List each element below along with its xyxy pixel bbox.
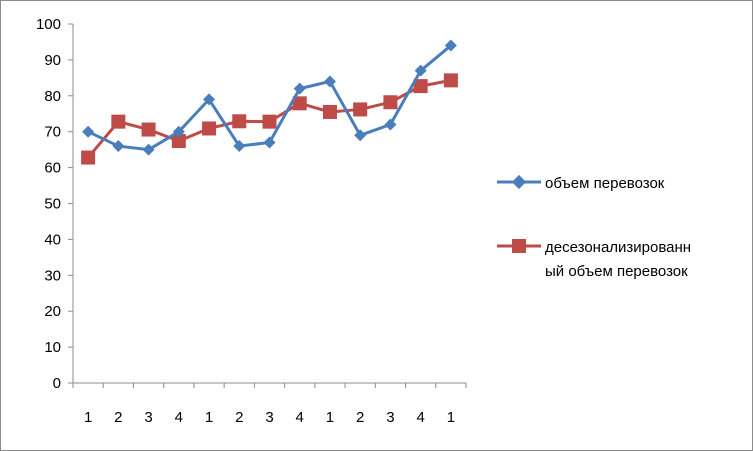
data-point <box>353 102 368 117</box>
data-point <box>172 125 185 138</box>
data-point <box>202 121 217 136</box>
data-point <box>81 150 96 165</box>
x-tick-label: 4 <box>175 409 183 426</box>
x-tick-label: 2 <box>235 409 243 426</box>
y-tick-label: 60 <box>44 160 61 177</box>
data-point <box>383 95 398 110</box>
x-tick-label: 1 <box>84 409 92 426</box>
data-point <box>323 75 336 88</box>
x-tick-label: 1 <box>326 409 334 426</box>
data-point <box>443 73 458 88</box>
legend-label-deseasonalized-line-2: ый объем перевозок <box>545 263 688 280</box>
data-point <box>292 96 307 111</box>
data-point <box>262 114 277 129</box>
data-point <box>233 140 246 153</box>
y-tick-label: 0 <box>53 375 61 392</box>
data-point <box>444 39 457 52</box>
axes <box>72 24 466 384</box>
x-tick-label: 3 <box>386 409 394 426</box>
y-tick-label: 70 <box>44 124 61 141</box>
y-tick-label: 30 <box>44 267 61 284</box>
series-layer <box>81 39 458 165</box>
x-tick-label: 1 <box>447 409 455 426</box>
x-axis-ticks: 1 2 3 4 1 2 3 4 1 2 3 4 1 <box>72 383 467 426</box>
data-point <box>384 118 397 131</box>
data-point <box>263 136 276 149</box>
legend-label-volume: объем перевозок <box>545 175 665 192</box>
series-deseasonalized <box>81 73 458 165</box>
x-tick-label: 2 <box>356 409 364 426</box>
data-point <box>354 129 367 142</box>
data-point <box>112 140 125 153</box>
data-point <box>232 114 247 129</box>
data-point <box>203 93 216 106</box>
x-tick-label: 4 <box>296 409 304 426</box>
data-point <box>413 79 428 94</box>
data-point <box>82 125 95 138</box>
data-point <box>142 143 155 156</box>
y-tick-label: 90 <box>44 52 61 69</box>
y-tick-label: 100 <box>36 16 61 33</box>
data-point <box>141 122 156 137</box>
legend: объем перевозок десезонализированн ый об… <box>497 174 691 280</box>
data-point <box>171 134 186 149</box>
y-tick-label: 50 <box>44 196 61 213</box>
data-point <box>414 64 427 77</box>
x-tick-label: 2 <box>114 409 122 426</box>
legend-entry-deseasonalized: десезонализированн ый объем перевозок <box>497 239 691 280</box>
y-axis-ticks: 0 10 20 30 40 50 60 70 80 90 100 <box>36 16 73 392</box>
data-point <box>322 104 337 119</box>
y-tick-label: 80 <box>44 88 61 105</box>
legend-entry-volume: объем перевозок <box>497 174 665 192</box>
series-volume <box>82 39 457 156</box>
y-tick-label: 20 <box>44 303 61 320</box>
x-tick-label: 4 <box>416 409 424 426</box>
data-point <box>111 114 126 129</box>
legend-label-deseasonalized-line-1: десезонализированн <box>545 239 691 256</box>
data-point <box>293 82 306 95</box>
y-tick-label: 40 <box>44 231 61 248</box>
x-tick-label: 3 <box>265 409 273 426</box>
y-tick-label: 10 <box>44 339 61 356</box>
legend-marker-volume <box>511 174 527 190</box>
x-tick-label: 3 <box>144 409 152 426</box>
legend-marker-deseasonalized <box>512 239 526 253</box>
x-tick-label: 1 <box>205 409 213 426</box>
